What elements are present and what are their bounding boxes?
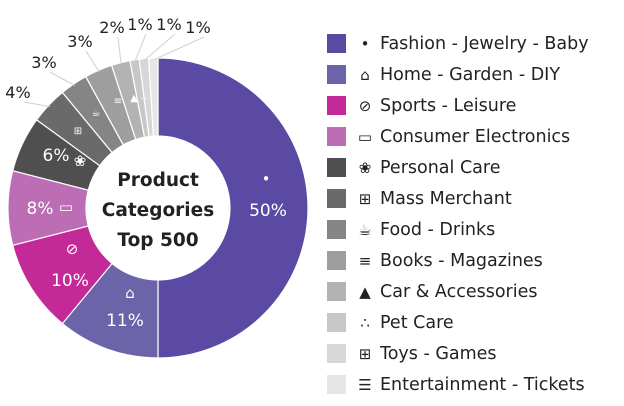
legend-label: Fashion - Jewelry - Baby xyxy=(380,33,589,54)
books-icon: ≡ xyxy=(358,251,372,270)
center-label-line-2: Categories xyxy=(102,200,214,221)
legend-item: ⌂ Home - Garden - DIY xyxy=(327,59,589,90)
legend-label: Pet Care xyxy=(380,312,454,333)
legend-label: Personal Care xyxy=(380,157,501,178)
legend-item: ▲ Car & Accessories xyxy=(327,276,589,307)
hair-dryer-icon: ❀ xyxy=(358,158,372,177)
legend-label: Toys - Games xyxy=(380,343,497,364)
leader-line-11 xyxy=(153,36,205,61)
drink-icon: ☕ xyxy=(92,108,101,119)
legend-item: ⊘ Sports - Leisure xyxy=(327,90,589,121)
slice-label-10: 1% xyxy=(156,15,181,34)
leader-line-6 xyxy=(49,71,76,87)
legend-swatch xyxy=(327,313,346,332)
leader-line-9 xyxy=(134,33,147,63)
legend-swatch xyxy=(327,282,346,301)
slice-label-1: 11% xyxy=(106,311,144,331)
ticket-icon: ☰ xyxy=(358,375,372,394)
legend-swatch xyxy=(327,189,346,208)
legend-swatch xyxy=(327,34,346,53)
slice-label-7: 3% xyxy=(67,32,92,51)
leader-line-8 xyxy=(117,36,122,65)
center-label-line-1: Product xyxy=(117,170,199,191)
legend-item: ≡ Books - Magazines xyxy=(327,245,589,276)
slice-label-0: 50% xyxy=(249,201,287,221)
slice-label-6: 3% xyxy=(31,53,56,72)
lamp-icon: ⌂ xyxy=(125,284,135,302)
legend-label: Food - Drinks xyxy=(380,219,496,240)
legend-item: ⊞ Mass Merchant xyxy=(327,183,589,214)
legend-swatch xyxy=(327,127,346,146)
legend-label: Consumer Electronics xyxy=(380,126,571,147)
legend-item: ▭ Consumer Electronics xyxy=(327,121,589,152)
donut-hole xyxy=(88,138,228,278)
laptop-icon: ▭ xyxy=(59,198,73,216)
leader-line-5 xyxy=(23,101,51,108)
legend-swatch xyxy=(327,251,346,270)
slice-label-4: 6% xyxy=(43,146,70,166)
paw-icon: ∴ xyxy=(141,92,147,103)
hair-dryer-icon: ❀ xyxy=(74,152,87,170)
tennis-racket-icon: ⊘ xyxy=(358,96,372,115)
legend-label: Entertainment - Tickets xyxy=(380,374,585,395)
car-icon: ▲ xyxy=(130,93,138,104)
drink-icon: ☕ xyxy=(358,220,372,239)
legend-swatch xyxy=(327,220,346,239)
legend-label: Books - Magazines xyxy=(380,250,543,271)
legend-item: ∴ Pet Care xyxy=(327,307,589,338)
legend-label: Sports - Leisure xyxy=(380,95,517,116)
legend-label: Mass Merchant xyxy=(380,188,512,209)
legend-item: ☰ Entertainment - Tickets xyxy=(327,369,589,400)
leader-line-7 xyxy=(85,50,100,73)
center-label-line-3: Top 500 xyxy=(117,230,198,251)
slice-0 xyxy=(157,57,309,359)
slice-label-9: 1% xyxy=(127,15,152,34)
clothing-icon: • xyxy=(262,170,271,188)
leader-line-10 xyxy=(143,33,176,62)
tennis-racket-icon: ⊘ xyxy=(66,240,79,258)
slice-label-2: 10% xyxy=(51,271,89,291)
legend-swatch xyxy=(327,96,346,115)
lamp-icon: ⌂ xyxy=(360,65,370,84)
legend-item: • Fashion - Jewelry - Baby xyxy=(327,28,589,59)
slice-label-5: 4% xyxy=(5,83,30,102)
legend: • Fashion - Jewelry - Baby ⌂ Home - Garden … xyxy=(327,28,589,400)
legend-item: ❀ Personal Care xyxy=(327,152,589,183)
legend-item: ☕ Food - Drinks xyxy=(327,214,589,245)
books-icon: ≡ xyxy=(114,96,122,107)
legend-label: Car & Accessories xyxy=(380,281,538,302)
legend-swatch xyxy=(327,158,346,177)
legend-swatch xyxy=(327,344,346,363)
slice-11 xyxy=(147,57,159,137)
grid-icon: ⊞ xyxy=(74,126,82,137)
paw-icon: ∴ xyxy=(360,313,370,332)
legend-label: Home - Garden - DIY xyxy=(380,64,561,85)
legend-swatch xyxy=(327,375,346,394)
gamepad-icon: ⊞ xyxy=(358,344,372,363)
grid-icon: ⊞ xyxy=(358,189,372,208)
car-icon: ▲ xyxy=(359,282,371,301)
laptop-icon: ▭ xyxy=(357,127,373,146)
legend-swatch xyxy=(327,65,346,84)
slice-label-3: 8% xyxy=(27,199,54,219)
clothing-icon: • xyxy=(360,34,370,53)
slice-label-8: 2% xyxy=(99,18,124,37)
slice-label-11: 1% xyxy=(185,18,210,37)
legend-item: ⊞ Toys - Games xyxy=(327,338,589,369)
